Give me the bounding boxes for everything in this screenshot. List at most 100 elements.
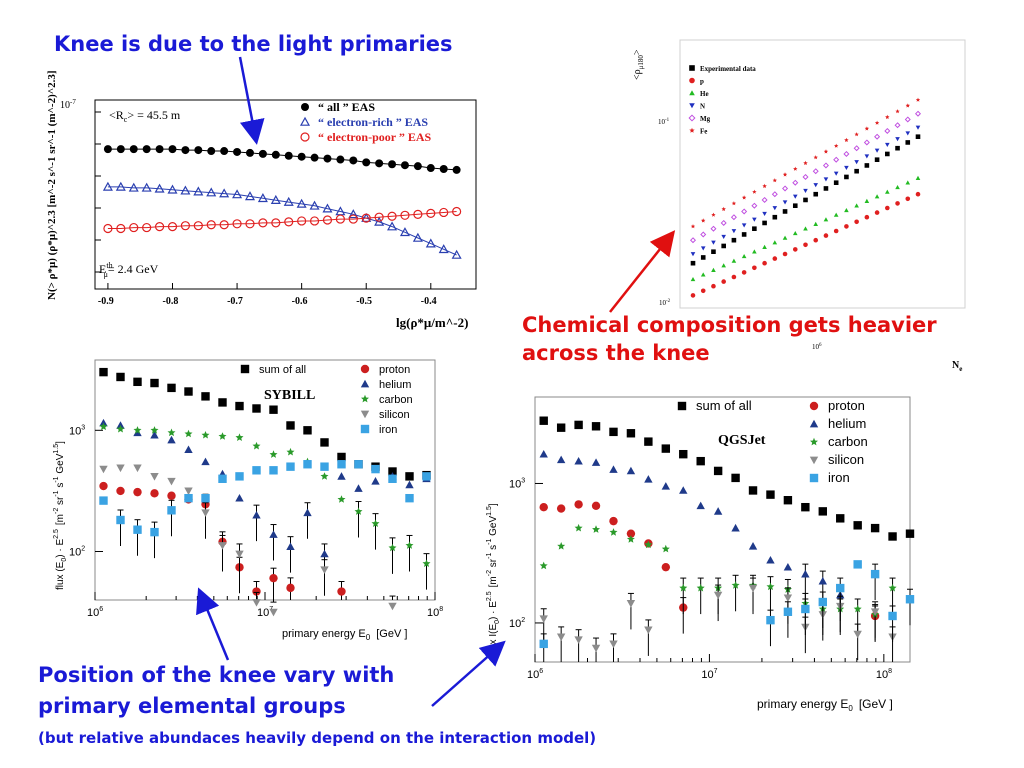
data-point bbox=[822, 162, 829, 169]
data-point bbox=[116, 424, 125, 433]
data-point bbox=[833, 212, 839, 217]
data-point bbox=[905, 180, 911, 185]
data-point bbox=[803, 226, 808, 231]
data-point bbox=[833, 180, 839, 185]
ytick-top: 10-7 bbox=[60, 98, 76, 111]
data-point bbox=[201, 500, 210, 509]
data-point bbox=[782, 235, 788, 240]
data-point bbox=[783, 496, 793, 505]
data-point bbox=[766, 615, 775, 625]
y-tick-label: 102 bbox=[509, 617, 525, 630]
data-point bbox=[354, 460, 363, 469]
data-point bbox=[591, 501, 601, 510]
data-point bbox=[689, 237, 697, 244]
data-point bbox=[310, 153, 319, 162]
data-point bbox=[772, 178, 777, 183]
data-point bbox=[679, 603, 688, 612]
plot-frame bbox=[94, 99, 477, 290]
legend-entry: carbon bbox=[828, 434, 868, 449]
data-point bbox=[801, 502, 810, 512]
data-point bbox=[297, 216, 307, 226]
data-point bbox=[413, 209, 423, 219]
data-point bbox=[337, 472, 346, 480]
legend-entry: “ electron-rich ” EAS bbox=[318, 115, 428, 129]
data-point bbox=[439, 164, 448, 173]
data-point bbox=[731, 581, 740, 589]
data-point bbox=[813, 221, 819, 226]
data-point bbox=[905, 140, 911, 145]
data-point bbox=[690, 252, 696, 257]
data-point bbox=[721, 206, 726, 211]
xtick-1e6: 106 bbox=[812, 343, 822, 351]
legend-marker bbox=[300, 132, 310, 142]
data-point bbox=[180, 221, 191, 231]
chem-annotation-line2: across the knee bbox=[522, 341, 710, 365]
data-point bbox=[193, 186, 204, 196]
data-point bbox=[731, 274, 737, 280]
data-point bbox=[864, 154, 870, 159]
data-point bbox=[252, 510, 261, 519]
data-point bbox=[218, 537, 227, 547]
data-point bbox=[150, 527, 159, 537]
data-point bbox=[539, 639, 548, 649]
data-point bbox=[116, 145, 125, 154]
data-point bbox=[823, 149, 829, 154]
data-point bbox=[99, 418, 108, 427]
data-point bbox=[834, 143, 839, 148]
data-point bbox=[609, 516, 618, 526]
data-point bbox=[700, 255, 706, 260]
data-point bbox=[905, 595, 915, 604]
data-point bbox=[539, 502, 548, 512]
data-point bbox=[150, 426, 159, 434]
data-point bbox=[116, 515, 125, 525]
data-point bbox=[812, 168, 819, 175]
data-point bbox=[870, 523, 880, 533]
data-point bbox=[700, 288, 706, 294]
data-point bbox=[252, 587, 261, 596]
data-point bbox=[405, 493, 414, 503]
chem-annotation-line1: Chemical composition gets heavier bbox=[522, 313, 937, 337]
data-point bbox=[844, 137, 849, 142]
data-point bbox=[362, 158, 371, 167]
arrow-to-sybill-knee bbox=[196, 587, 230, 661]
data-point bbox=[853, 630, 862, 639]
data-point bbox=[874, 120, 880, 125]
data-point bbox=[751, 202, 758, 209]
data-point bbox=[915, 191, 921, 197]
legend-entry: He bbox=[700, 90, 709, 98]
knee-annotation-line1: Position of the knee vary with bbox=[38, 663, 395, 687]
data-point bbox=[771, 191, 778, 198]
data-point bbox=[836, 602, 845, 611]
data-point bbox=[711, 283, 716, 289]
data-point bbox=[731, 229, 737, 234]
data-point bbox=[591, 422, 601, 431]
data-point bbox=[303, 426, 312, 435]
legend-marker bbox=[809, 419, 819, 428]
data-point bbox=[885, 189, 890, 194]
data-point bbox=[201, 392, 210, 401]
data-point bbox=[374, 212, 384, 222]
data-point bbox=[874, 194, 880, 199]
data-point bbox=[184, 493, 193, 503]
data-point bbox=[679, 449, 688, 459]
legend-marker bbox=[689, 65, 695, 71]
data-point bbox=[335, 214, 345, 224]
data-point bbox=[711, 267, 716, 272]
data-point bbox=[609, 427, 618, 437]
data-point bbox=[888, 633, 897, 642]
data-point bbox=[133, 428, 142, 437]
data-point bbox=[303, 508, 312, 517]
data-point bbox=[235, 401, 244, 411]
data-point bbox=[741, 232, 747, 237]
data-point bbox=[818, 597, 827, 607]
data-point bbox=[320, 566, 329, 574]
data-point bbox=[844, 165, 849, 171]
x-axis-label: primary energy E0 [GeV ] bbox=[757, 697, 893, 713]
x-tick-label: -0.6 bbox=[292, 296, 308, 307]
legend-marker bbox=[689, 127, 695, 133]
data-point bbox=[142, 222, 152, 233]
data-point bbox=[762, 183, 767, 188]
data-point bbox=[762, 211, 767, 217]
data-point bbox=[141, 182, 152, 192]
